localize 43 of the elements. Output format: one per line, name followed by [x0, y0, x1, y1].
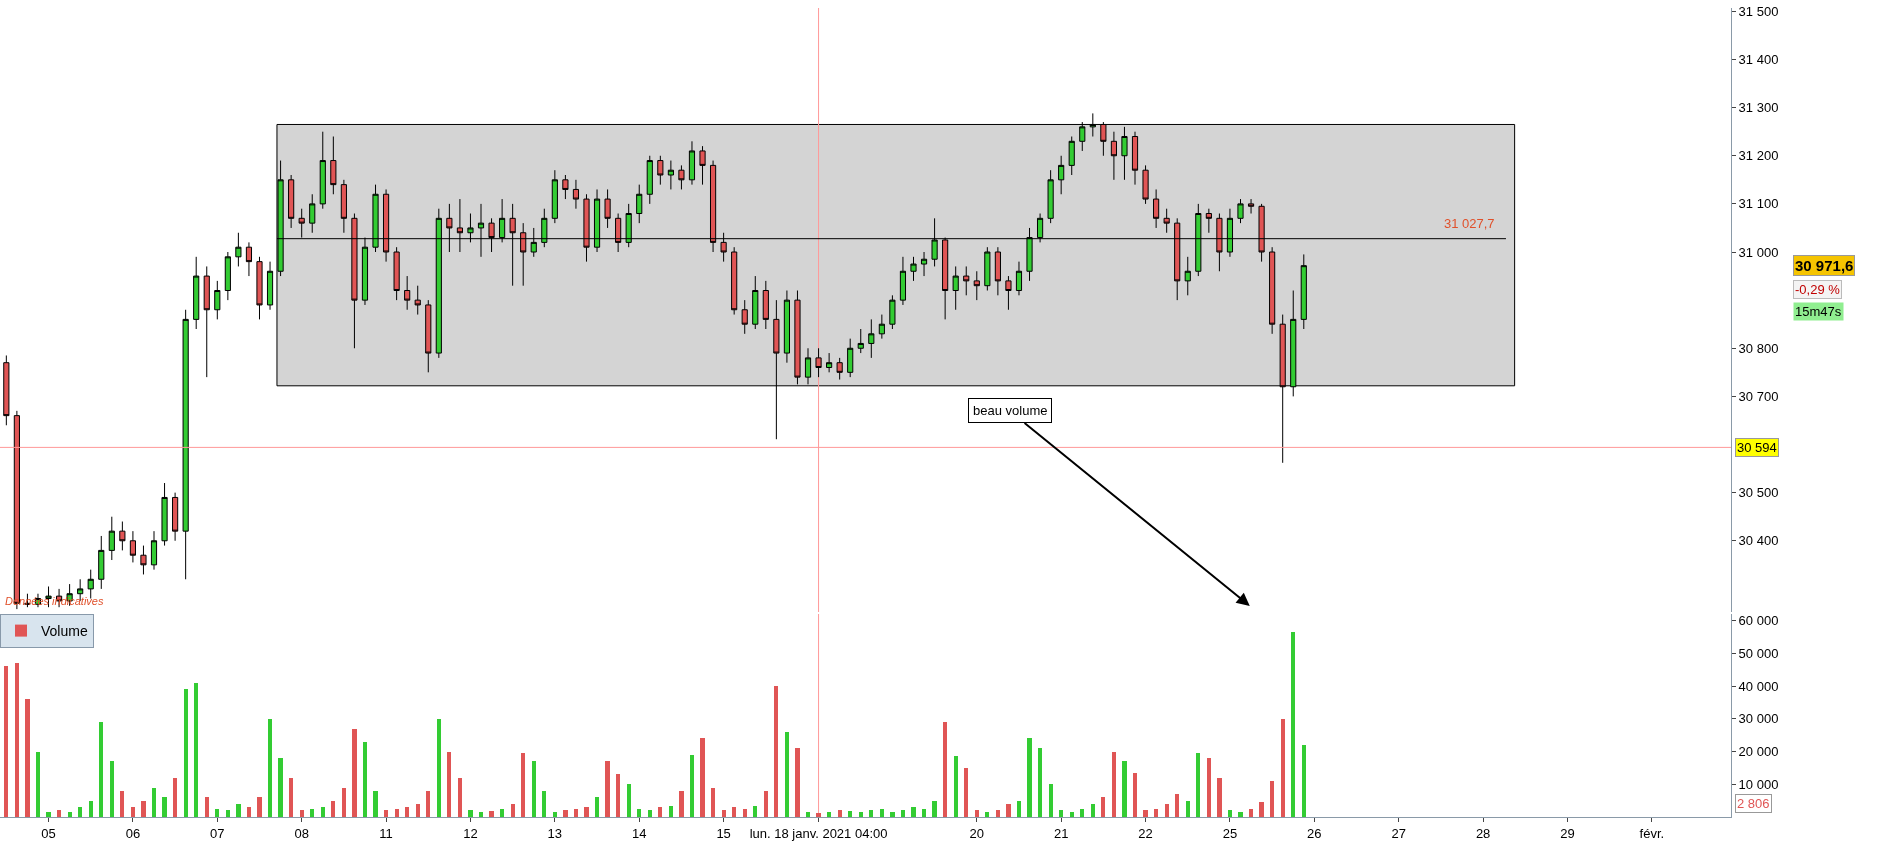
y-tick-label: 31 500	[1738, 3, 1779, 19]
x-tick-label: 14	[632, 825, 647, 841]
x-tick-label: 11	[379, 825, 393, 841]
y-tick-label: 40 000	[1738, 678, 1779, 694]
y-tick-label: 10 000	[1738, 776, 1779, 792]
y-tick-label: 60 000	[1738, 613, 1779, 629]
x-tick-label: févr.	[1639, 825, 1665, 841]
y-tick-label: 30 000	[1738, 711, 1779, 727]
text: -0,29 %	[1795, 282, 1841, 297]
y-tick-label: 31 200	[1738, 148, 1779, 164]
y-tick-label: 20 000	[1738, 744, 1779, 760]
x-tick-label: 15	[716, 825, 731, 841]
y-tick-label: 30 400	[1738, 533, 1779, 549]
ref-line-label: 30 594	[1737, 440, 1777, 455]
ref-line-label: 31 027,7	[1444, 216, 1495, 231]
y-tick-label: 30 700	[1738, 388, 1779, 404]
legend-label: Volume	[41, 623, 88, 640]
text: 2 806	[1737, 796, 1770, 811]
text: 30 971,6	[1795, 257, 1854, 274]
x-tick-label: 06	[125, 825, 141, 841]
x-tick-label: 13	[547, 825, 563, 841]
y-tick-label: 31 100	[1738, 196, 1779, 212]
text: 15m47s	[1795, 304, 1842, 319]
x-tick-label: 28	[1475, 825, 1491, 841]
y-tick-label: 30 500	[1738, 485, 1779, 501]
x-tick-label: 07	[210, 825, 225, 841]
x-tick-label: 21	[1053, 825, 1069, 841]
x-tick-label: 26	[1307, 825, 1322, 841]
x-tick-label: 12	[463, 825, 478, 841]
y-tick-label: 50 000	[1738, 645, 1779, 661]
y-tick-label: 30 800	[1738, 340, 1779, 356]
x-tick-label: 29	[1560, 825, 1575, 841]
x-tick-label: 05	[41, 825, 56, 841]
annotation: beau volume	[973, 403, 1048, 418]
x-tick-label: 22	[1138, 825, 1153, 841]
x-tick-label: 20	[969, 825, 985, 841]
x-tick-label: lun. 18 janv. 2021 04:00	[749, 825, 888, 841]
y-tick-label: 31 000	[1738, 244, 1779, 260]
x-tick-label: 27	[1391, 825, 1406, 841]
x-tick-label: 25	[1222, 825, 1238, 841]
y-tick-label: 31 400	[1738, 52, 1779, 68]
x-tick-label: 08	[294, 825, 309, 841]
y-tick-label: 31 300	[1738, 100, 1779, 116]
